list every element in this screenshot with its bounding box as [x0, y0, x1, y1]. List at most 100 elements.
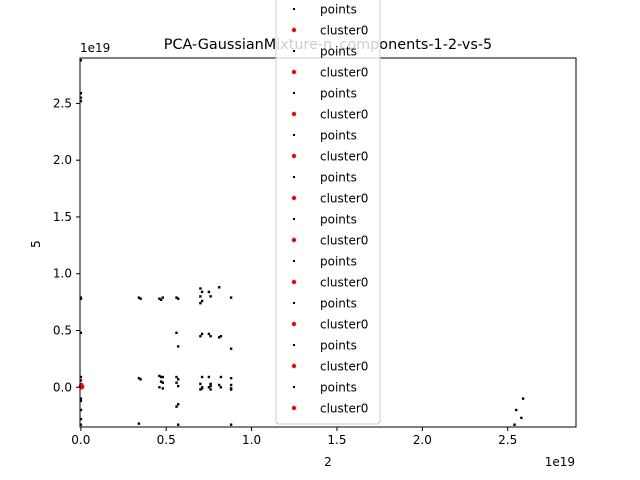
x-tick-label: 1.5	[327, 433, 346, 447]
data-point	[209, 384, 212, 388]
legend-marker-cluster0	[291, 111, 297, 117]
data-point	[139, 378, 142, 381]
data-point	[158, 386, 161, 389]
legend-marker-cluster0	[291, 363, 297, 369]
y-tick-label: 0.5	[53, 323, 72, 337]
data-point	[520, 416, 523, 420]
data-point	[200, 386, 204, 389]
x-tick-label: 1.0	[242, 433, 261, 447]
legend-label: points	[320, 3, 357, 17]
legend-marker-cluster0	[291, 27, 297, 33]
legend-marker-points	[293, 302, 295, 304]
legend-label: cluster0	[320, 402, 368, 416]
data-point	[199, 382, 202, 386]
legend-label: points	[320, 129, 357, 143]
data-point	[158, 297, 161, 300]
legend-marker-points	[293, 344, 295, 346]
data-point	[207, 375, 211, 379]
data-point	[79, 423, 83, 426]
data-point	[137, 377, 141, 380]
legend-label: cluster0	[320, 192, 368, 206]
legend-label: cluster0	[320, 360, 368, 374]
data-point	[177, 384, 180, 388]
data-point	[137, 422, 141, 425]
data-point	[199, 295, 202, 298]
y-axis-label: 5	[29, 240, 43, 248]
data-point	[79, 99, 83, 103]
legend-label: points	[320, 381, 357, 395]
data-point	[159, 298, 163, 301]
y-tick-label: 0.0	[53, 380, 72, 394]
data-point	[79, 417, 83, 421]
legend-label: cluster0	[320, 234, 368, 248]
data-point	[177, 378, 180, 381]
data-point	[161, 296, 164, 299]
x-tick-label: 0.5	[157, 433, 176, 447]
x-tick-label: 0.0	[71, 433, 90, 447]
data-point	[177, 345, 180, 348]
data-point	[209, 335, 212, 338]
legend-marker-points	[293, 8, 295, 10]
data-point	[229, 383, 233, 387]
x-axis-label: 2	[324, 455, 332, 469]
legend-marker-cluster0	[291, 153, 297, 159]
legend-box	[275, 0, 381, 425]
data-point	[199, 388, 202, 391]
data-point	[177, 423, 180, 426]
data-point	[139, 297, 142, 300]
data-point	[175, 381, 178, 384]
data-point	[79, 96, 83, 99]
y-tick-label: 1.5	[53, 210, 72, 224]
legend-label: points	[320, 45, 357, 59]
data-point	[199, 302, 202, 305]
data-point	[159, 380, 163, 383]
data-point	[79, 397, 83, 400]
data-point	[158, 374, 161, 378]
data-point	[175, 296, 178, 299]
legend-label: points	[320, 171, 357, 185]
data-point	[200, 332, 204, 336]
data-point	[175, 405, 178, 408]
data-point	[218, 286, 221, 289]
x-tick-label: 2.5	[498, 433, 517, 447]
data-point	[79, 408, 83, 412]
data-point	[219, 375, 223, 379]
legend-label: points	[320, 87, 357, 101]
legend-marker-cluster0	[291, 405, 297, 411]
legend-label: cluster0	[320, 276, 368, 290]
data-point	[200, 375, 204, 379]
data-point	[515, 408, 518, 412]
data-point	[218, 383, 221, 387]
legend-marker-cluster0	[291, 195, 297, 201]
y-tick-label: 1.0	[53, 267, 72, 281]
data-point	[229, 296, 233, 299]
legend-label: points	[320, 213, 357, 227]
data-point	[209, 388, 212, 391]
data-point	[229, 388, 233, 391]
data-point	[79, 379, 83, 382]
legend-label: points	[320, 297, 357, 311]
x-tick-label: 2.0	[413, 433, 432, 447]
legend-marker-cluster0	[291, 321, 297, 327]
legend-marker-points	[293, 260, 295, 262]
data-point	[177, 403, 180, 406]
data-point-cluster0	[80, 384, 85, 389]
data-point	[199, 287, 202, 290]
legend: points cluster0 points cluster0 points cluste…	[275, 0, 381, 425]
legend-marker-points	[293, 176, 295, 178]
data-point	[79, 331, 83, 334]
legend-label: points	[320, 255, 357, 269]
data-point	[79, 59, 83, 62]
data-point	[229, 423, 233, 426]
legend-marker-cluster0	[291, 279, 297, 285]
data-point	[137, 296, 141, 299]
data-point	[79, 375, 83, 379]
data-point	[209, 382, 212, 386]
plot-area	[78, 59, 525, 426]
legend-label: cluster0	[320, 150, 368, 164]
data-point	[200, 290, 204, 294]
data-point	[79, 399, 83, 403]
legend-marker-points	[293, 218, 295, 220]
data-point	[218, 336, 221, 339]
